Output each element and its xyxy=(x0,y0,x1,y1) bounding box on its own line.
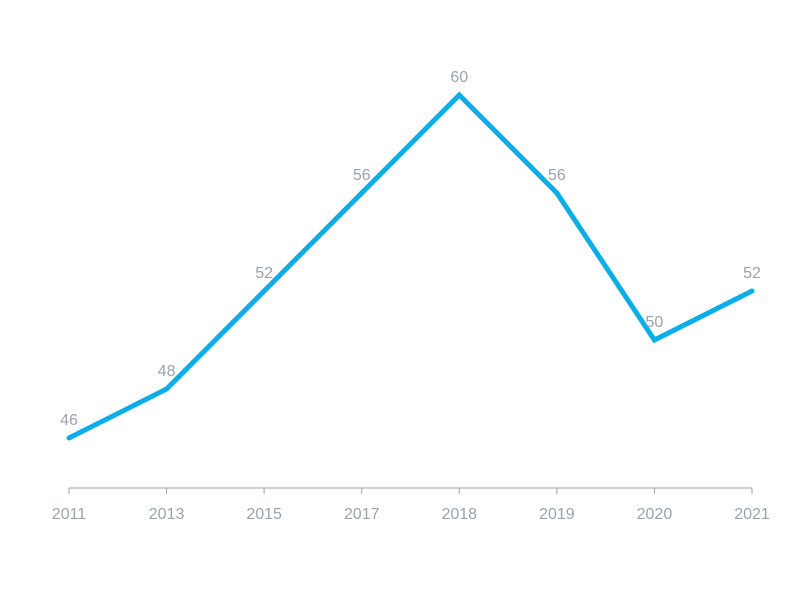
data-point xyxy=(359,190,365,196)
series-layer xyxy=(66,91,755,441)
data-label: 56 xyxy=(548,167,566,184)
data-point xyxy=(164,386,170,392)
data-label: 48 xyxy=(158,363,176,380)
x-tick-label: 2013 xyxy=(149,506,185,523)
x-tick-label: 2011 xyxy=(52,506,87,523)
x-tick-label: 2021 xyxy=(734,506,770,523)
data-point xyxy=(554,190,560,196)
data-point xyxy=(66,435,72,441)
data-label: 50 xyxy=(646,314,664,331)
data-label: 52 xyxy=(255,265,273,282)
data-point xyxy=(651,337,657,343)
data-label: 56 xyxy=(353,167,371,184)
data-label: 60 xyxy=(450,69,468,86)
data-point xyxy=(261,288,267,294)
data-label: 46 xyxy=(60,412,78,429)
x-axis-ticks: 2011 2013 2015 2017 2018 2019 2020 2021 xyxy=(52,488,770,523)
data-point xyxy=(456,92,462,98)
data-label: 52 xyxy=(743,265,761,282)
data-point xyxy=(749,288,755,294)
x-tick-label: 2020 xyxy=(637,506,673,523)
series-line xyxy=(67,91,754,441)
data-labels: 46 48 52 56 60 56 50 52 xyxy=(60,69,761,429)
x-tick-label: 2019 xyxy=(539,506,575,523)
x-tick-label: 2018 xyxy=(441,506,477,523)
x-tick-label: 2015 xyxy=(246,506,282,523)
x-tick-label: 2017 xyxy=(344,506,380,523)
